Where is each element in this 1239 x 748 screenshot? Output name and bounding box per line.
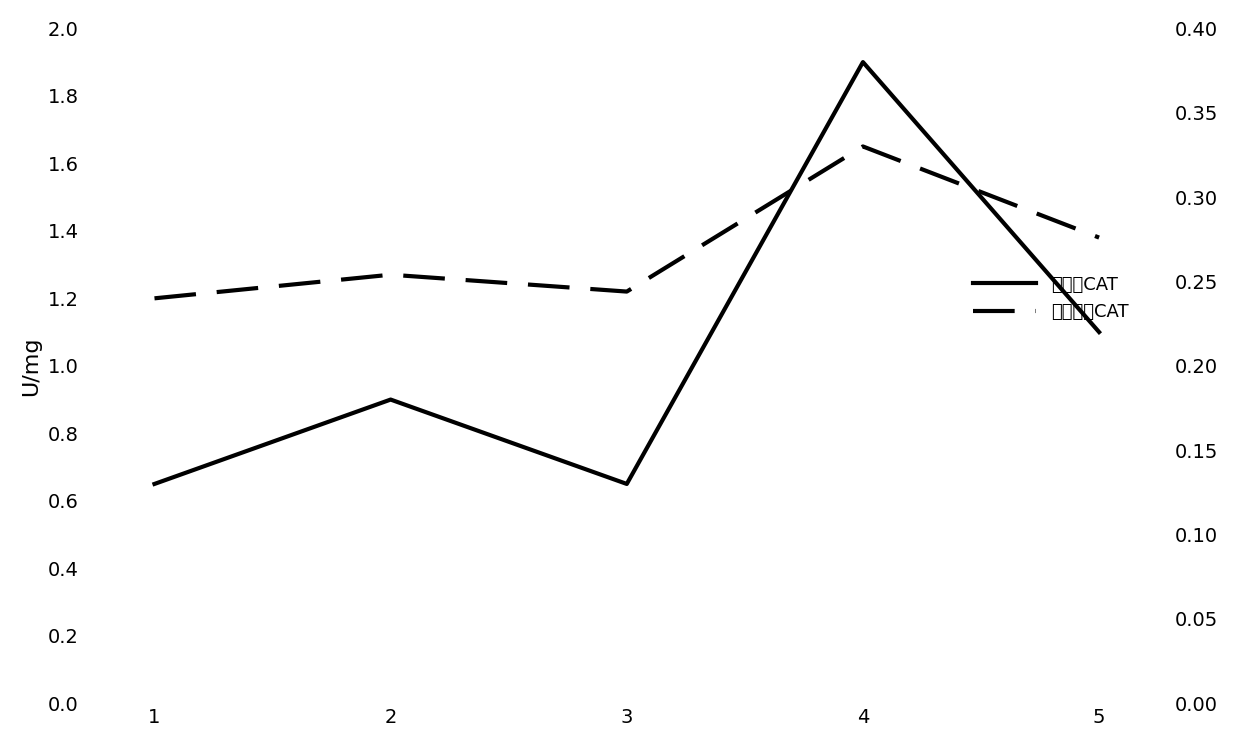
Legend: 滨珊瑚CAT, 十字牡丹CAT: 滨珊瑚CAT, 十字牡丹CAT — [973, 276, 1129, 321]
Y-axis label: U/mg: U/mg — [21, 336, 41, 396]
